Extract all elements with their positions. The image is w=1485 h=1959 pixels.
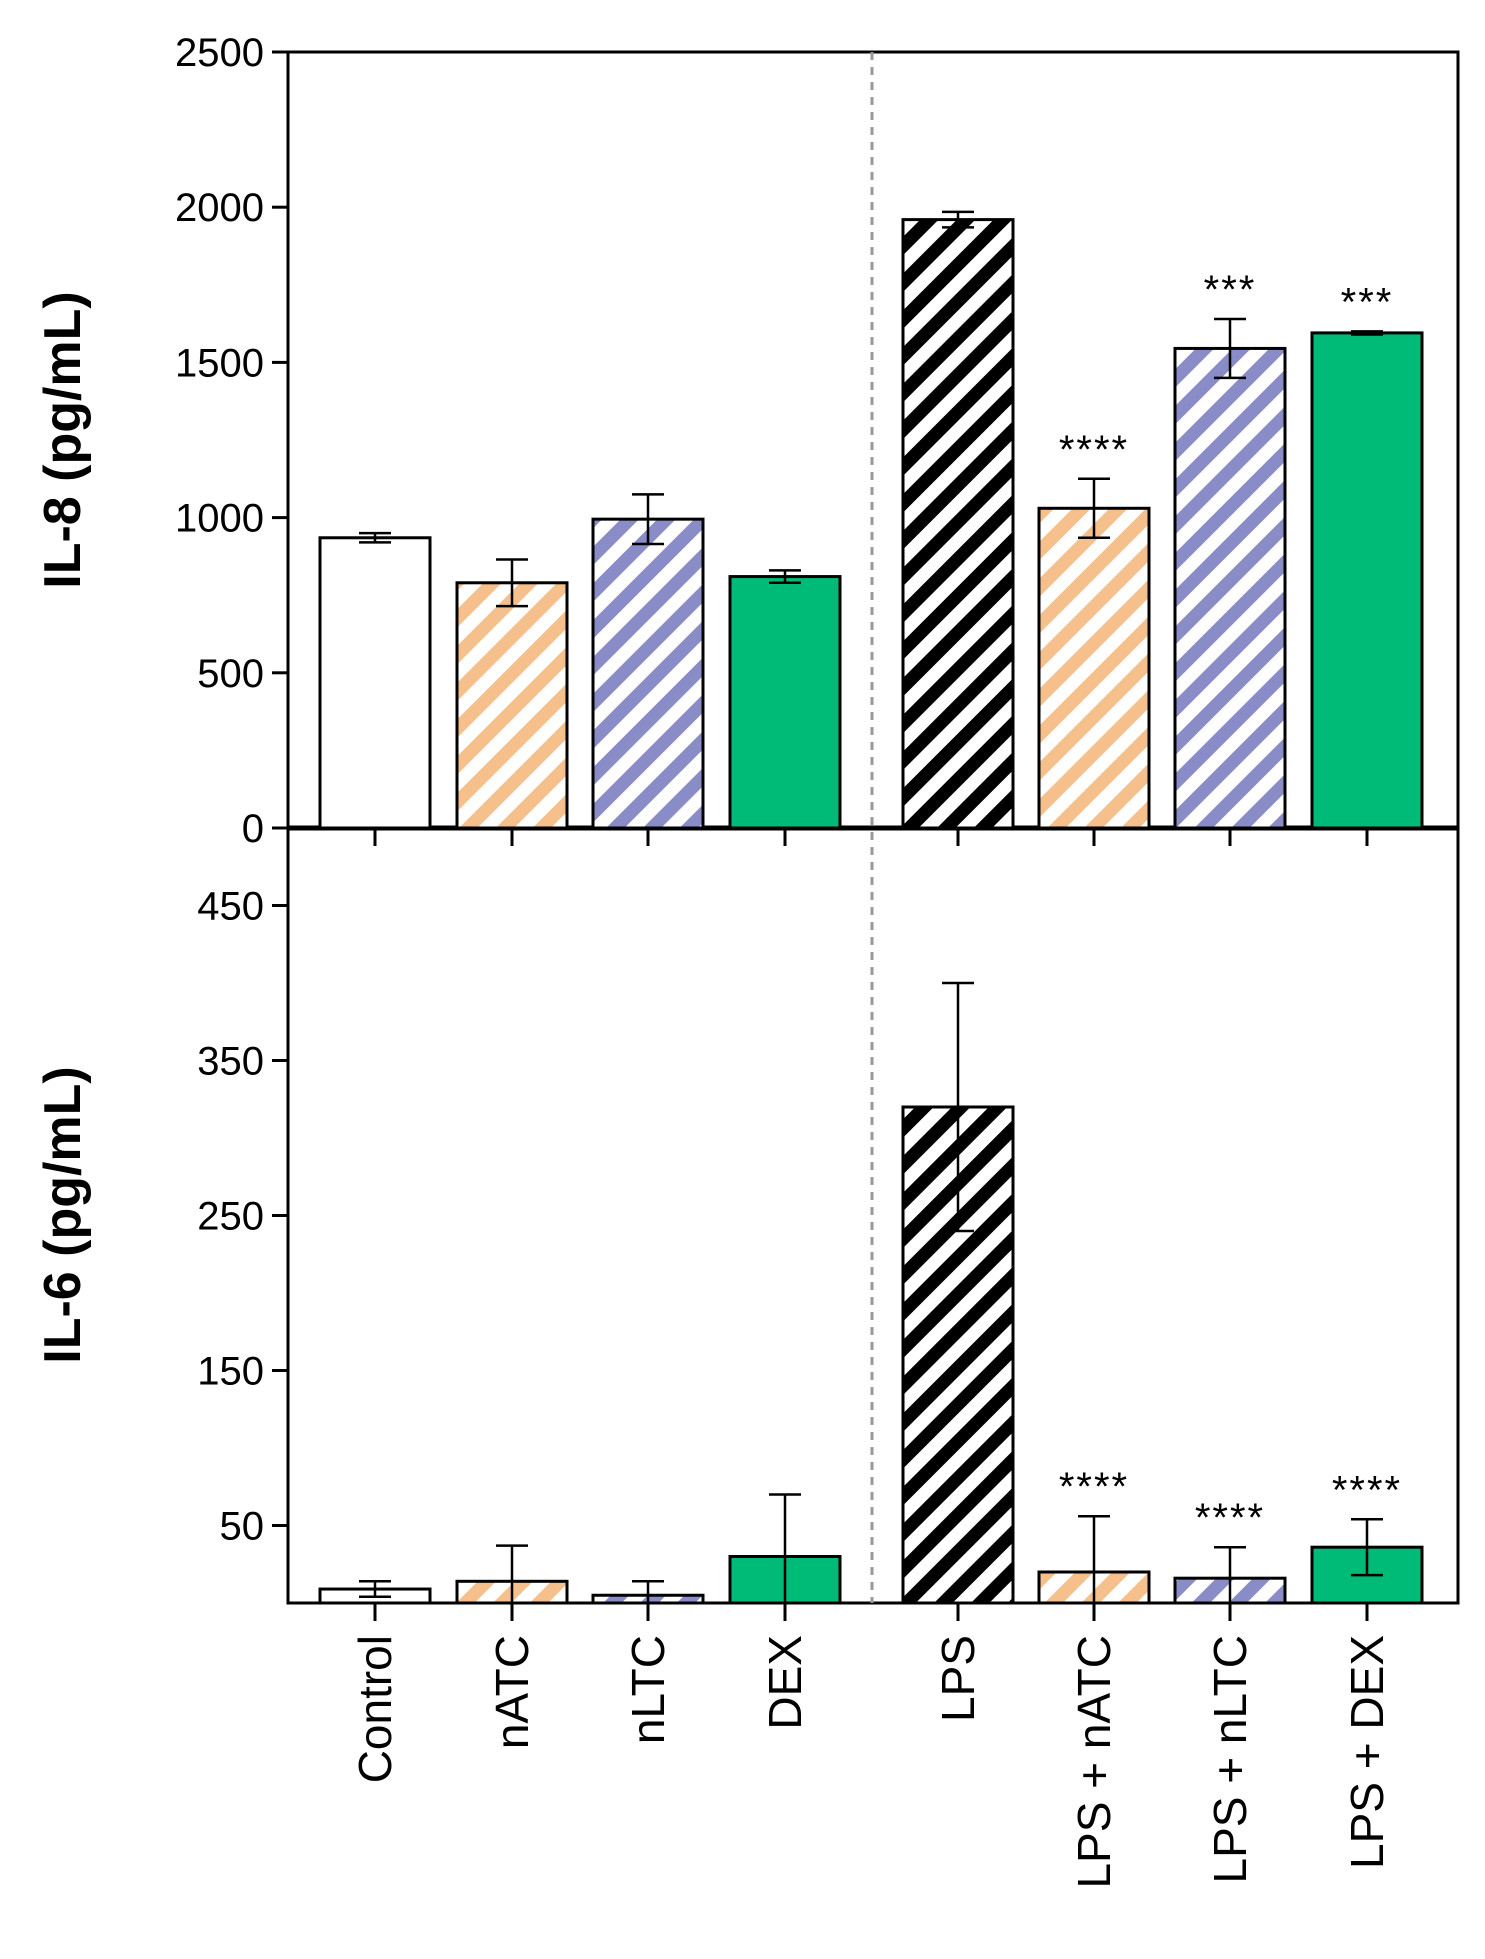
category-label-3: DEX	[759, 1635, 811, 1730]
significance-il6-5: ****	[1059, 1465, 1129, 1509]
ytick-label-il6-2: 250	[197, 1195, 264, 1239]
category-label-4: LPS	[932, 1635, 984, 1722]
ytick-label-il8-1: 500	[197, 652, 264, 696]
ytick-label-il6-0: 50	[220, 1505, 265, 1549]
category-label-5: LPS + nATC	[1068, 1635, 1120, 1889]
bar-il8-5	[1037, 506, 1151, 830]
ytick-label-il8-4: 2000	[175, 186, 264, 230]
bar-il8-3	[728, 575, 842, 830]
category-label-6: LPS + nLTC	[1204, 1635, 1256, 1883]
category-label-1: nATC	[486, 1635, 538, 1749]
ylabel-il6: IL-6 (pg/mL)	[34, 1066, 92, 1364]
ytick-label-il8-0: 0	[242, 807, 264, 851]
bar-il8-6	[1173, 346, 1287, 830]
bar-il8-7	[1310, 331, 1424, 830]
significance-il8-7: ***	[1341, 280, 1394, 324]
bar-il8-0	[318, 536, 432, 830]
ytick-label-il6-3: 350	[197, 1040, 264, 1084]
category-label-2: nLTC	[622, 1635, 674, 1744]
ytick-label-il8-5: 2500	[175, 31, 264, 75]
ytick-label-il6-4: 450	[197, 885, 264, 929]
ytick-label-il8-2: 1000	[175, 497, 264, 541]
bar-il8-1	[455, 581, 569, 830]
category-label-7: LPS + DEX	[1341, 1635, 1393, 1869]
significance-il8-6: ***	[1204, 268, 1257, 312]
bar-il8-4	[901, 218, 1015, 830]
significance-il8-5: ****	[1059, 428, 1129, 472]
ylabel-il8: IL-8 (pg/mL)	[34, 291, 92, 589]
ytick-label-il8-3: 1500	[175, 341, 264, 385]
significance-il6-6: ****	[1195, 1496, 1265, 1540]
significance-il6-7: ****	[1332, 1468, 1402, 1512]
bar-il8-2	[591, 517, 705, 830]
ytick-label-il6-1: 150	[197, 1350, 264, 1394]
category-label-0: Control	[349, 1635, 401, 1783]
